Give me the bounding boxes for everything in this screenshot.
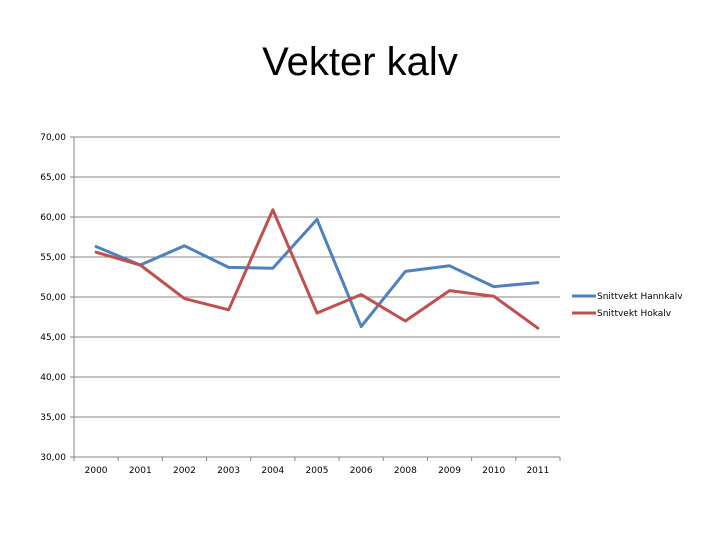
- x-tick-label: 2004: [261, 466, 284, 476]
- x-tick-labels: 2000 2001 2002 2003 2004 2005 2006 2008 2009 2010…: [85, 466, 550, 476]
- chart-title: Vekter kalv: [262, 40, 458, 84]
- series-line-2: [94, 208, 540, 330]
- y-tick-label: 30,00: [40, 453, 66, 463]
- x-tick-label: 2000: [85, 466, 108, 476]
- series-line-1: [94, 217, 540, 329]
- x-tick-label: 2010: [482, 466, 505, 476]
- legend: Snittvekt Hannkalv Snittvekt Hokalv: [572, 292, 683, 319]
- x-tick-label: 2005: [306, 466, 329, 476]
- legend-label: Snittvekt Hannkalv: [597, 292, 683, 302]
- legend-label: Snittvekt Hokalv: [597, 309, 672, 319]
- axes: [73, 137, 561, 461]
- y-tick-label: 70,00: [40, 133, 66, 143]
- x-tick-label: 2006: [350, 466, 373, 476]
- x-tick-label: 2008: [394, 466, 417, 476]
- y-tick-label: 45,00: [40, 333, 66, 343]
- x-tick-label: 2009: [438, 466, 461, 476]
- x-tick-label: 2002: [173, 466, 196, 476]
- x-tick-label: 2001: [129, 466, 152, 476]
- y-tick-label: 55,00: [40, 253, 66, 263]
- gridlines: [70, 136, 560, 458]
- y-tick-labels: 30,00 35,00 40,00 45,00 50,00 55,00 60,00 65,00…: [40, 133, 66, 463]
- y-tick-label: 40,00: [40, 373, 66, 383]
- x-tick-label: 2003: [217, 466, 240, 476]
- series-lines: [94, 208, 540, 330]
- x-tick-label: 2011: [526, 466, 549, 476]
- y-tick-label: 60,00: [40, 213, 66, 223]
- y-tick-label: 35,00: [40, 413, 66, 423]
- y-tick-label: 50,00: [40, 293, 66, 303]
- y-tick-label: 65,00: [40, 173, 66, 183]
